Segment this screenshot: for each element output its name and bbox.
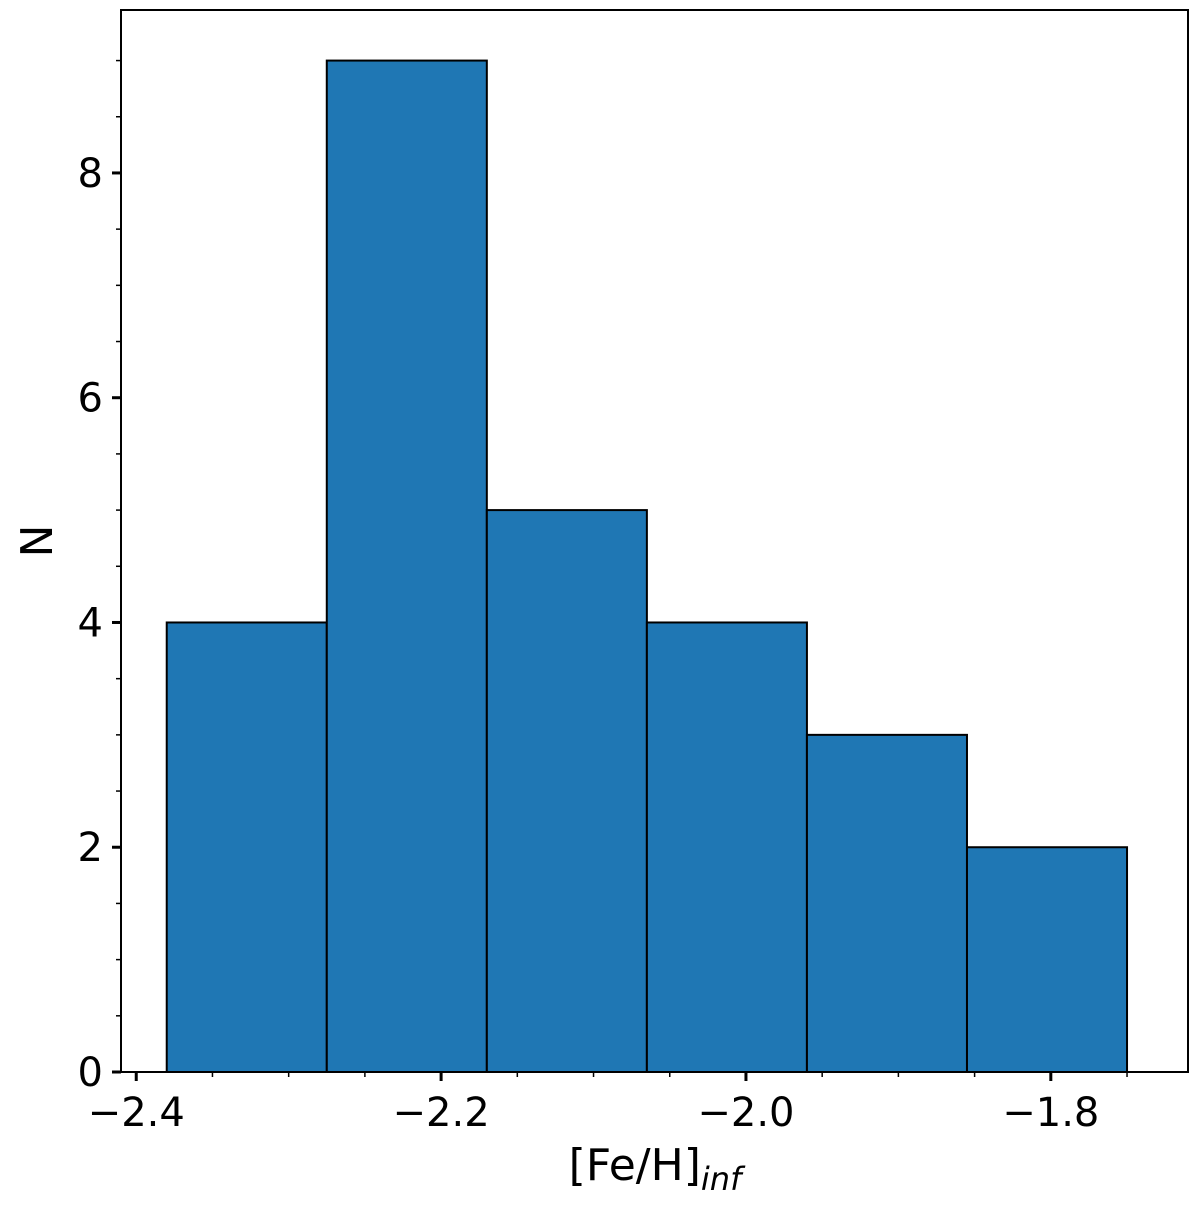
x-tick-label-0: −2.4 <box>88 1090 185 1136</box>
x-axis-label: [Fe/H]inf <box>569 1140 746 1198</box>
x-tick-label-2: −2.0 <box>697 1090 794 1136</box>
x-tick-label-1: −2.2 <box>393 1090 490 1136</box>
histogram-bars <box>165 59 1129 1074</box>
histogram-bar-1 <box>325 59 488 1074</box>
histogram-bar-2 <box>485 509 648 1074</box>
y-tick-label-1: 2 <box>78 825 103 871</box>
histogram-bar-5 <box>965 846 1129 1073</box>
plot-frame <box>120 9 1189 1073</box>
histogram-bar-3 <box>645 621 808 1073</box>
histogram-bar-4 <box>805 733 968 1073</box>
x-axis-label-main: [Fe/H] <box>569 1140 701 1191</box>
x-tick-label-3: −1.8 <box>1002 1090 1099 1136</box>
y-tick-label-4: 8 <box>78 151 103 197</box>
y-axis-ticks: 0 2 4 6 8 <box>78 59 121 1096</box>
y-tick-label-0: 0 <box>78 1050 103 1096</box>
x-axis-ticks: −2.4 −2.2 −2.0 −1.8 <box>88 1072 1128 1136</box>
x-axis-label-subscript: inf <box>701 1160 746 1198</box>
y-tick-label-2: 4 <box>78 600 103 646</box>
histogram-bar-0 <box>165 621 328 1073</box>
y-tick-label-3: 6 <box>78 376 103 422</box>
y-axis-label: N <box>12 525 63 558</box>
